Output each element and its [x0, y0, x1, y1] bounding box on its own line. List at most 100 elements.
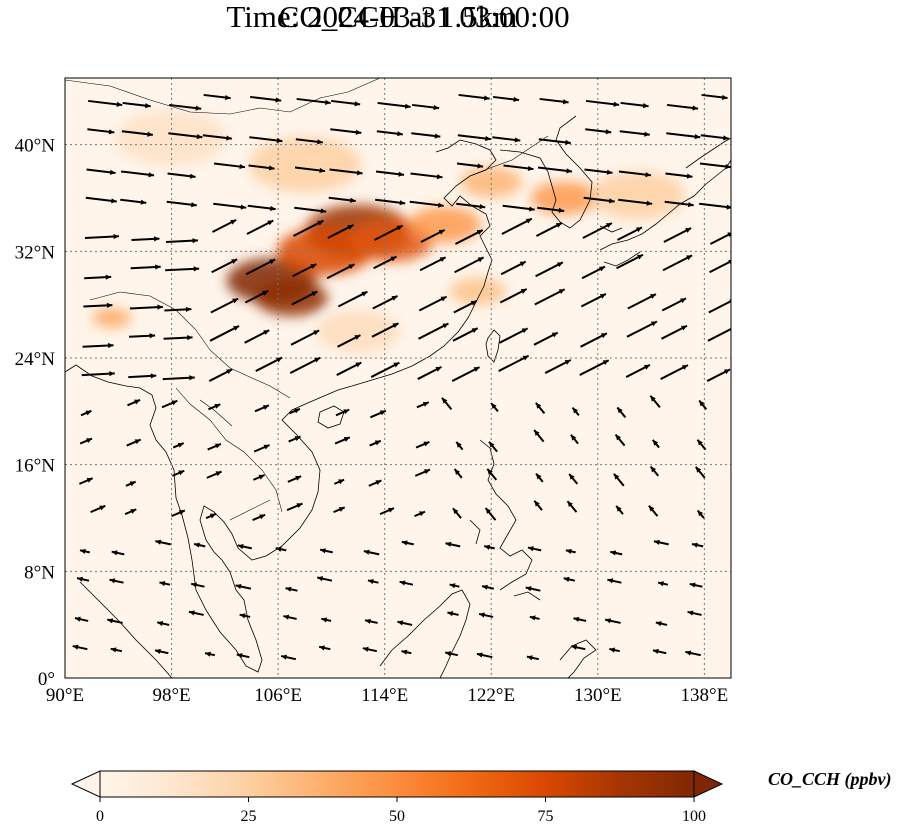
wind-arrow	[76, 576, 90, 582]
wind-arrow	[161, 399, 178, 409]
wind-arrow	[626, 320, 658, 338]
wind-arrow	[579, 359, 610, 376]
wind-arrow	[129, 333, 156, 339]
wind-arrow	[535, 261, 564, 278]
wind-arrow	[165, 238, 199, 244]
wind-arrow	[250, 95, 282, 103]
wind-arrow	[127, 399, 141, 407]
wind-arrow	[648, 505, 659, 517]
wind-arrow	[120, 170, 155, 178]
wind-arrow	[649, 395, 661, 408]
wind-arrow	[239, 613, 251, 619]
wind-arrow	[334, 436, 351, 445]
wind-arrow	[245, 258, 276, 276]
colorbar-tick-label: 50	[389, 808, 405, 825]
wind-arrow	[172, 442, 185, 449]
wind-arrow	[501, 217, 533, 235]
colorbar-tick-label: 75	[538, 808, 554, 825]
colorbar: 0 25 50 75 100	[70, 770, 724, 825]
wind-arrow	[290, 329, 320, 346]
wind-arrow	[329, 168, 363, 176]
wind-arrow	[129, 304, 163, 310]
wind-arrow	[657, 581, 669, 587]
wind-arrow	[544, 359, 572, 374]
wind-arrow	[414, 468, 431, 477]
wind-arrow	[171, 509, 186, 518]
wind-arrow	[337, 334, 361, 348]
wind-arrow	[411, 132, 441, 139]
wind-arrow	[584, 168, 613, 175]
wind-arrow	[486, 468, 498, 481]
wind-arrow	[124, 508, 137, 516]
wind-arrow	[362, 646, 378, 653]
map-frame	[64, 77, 732, 679]
wind-arrow	[246, 219, 274, 235]
lon-tick-label: 138°E	[681, 685, 729, 706]
wind-arrow	[248, 164, 275, 171]
wind-arrow	[244, 329, 270, 344]
wind-arrow	[409, 200, 444, 208]
wind-arrow	[583, 196, 615, 204]
wind-arrow	[204, 651, 216, 657]
wind-arrow	[275, 546, 287, 552]
wind-arrow	[609, 647, 620, 653]
wind-arrow	[131, 236, 160, 242]
wind-arrow	[454, 229, 484, 245]
wind-arrow	[535, 402, 546, 414]
plume-region	[460, 166, 523, 198]
plume-region	[316, 310, 401, 353]
wind-arrow	[488, 441, 498, 453]
wind-arrow	[280, 654, 297, 661]
wind-arrow	[700, 134, 729, 141]
wind-arrow	[419, 256, 447, 272]
longitude-axis: 90°E 98°E 106°E 114°E 122°E 130°E 138°E	[46, 685, 728, 706]
wind-arrow	[619, 130, 650, 137]
wind-arrow	[363, 549, 380, 556]
wind-arrow	[662, 254, 693, 272]
wind-arrow	[414, 510, 426, 518]
wind-arrow	[498, 354, 530, 372]
wind-arrow	[685, 650, 701, 657]
wind-arrow	[709, 232, 731, 245]
wind-arrow	[534, 288, 566, 306]
wind-arrow	[478, 612, 494, 618]
wind-arrow	[451, 366, 480, 382]
lat-tick-label: 24°N	[15, 349, 56, 370]
wind-arrow	[447, 611, 459, 617]
wind-arrow	[370, 361, 400, 378]
wind-arrow	[287, 475, 302, 483]
lon-tick-label: 98°E	[152, 685, 190, 706]
wind-arrow	[627, 293, 657, 310]
wind-arrow	[397, 620, 413, 626]
wind-arrow	[377, 101, 411, 109]
wind-arrow	[571, 407, 580, 416]
wind-arrow	[689, 582, 703, 588]
wind-arrow	[607, 578, 622, 584]
wind-arrow	[420, 228, 446, 243]
wind-arrow	[155, 539, 171, 546]
wind-arrow	[585, 128, 612, 135]
wind-arrow	[254, 404, 270, 413]
wind-arrow	[401, 649, 412, 655]
wind-arrow	[255, 356, 283, 372]
wind-arrow	[665, 172, 693, 179]
wind-arrow	[533, 331, 559, 346]
wind-arrow	[582, 222, 613, 239]
coastline-korea	[499, 115, 593, 229]
wind-arrow	[525, 586, 541, 592]
wind-arrow	[481, 584, 495, 590]
wind-arrow	[499, 327, 529, 344]
wind-arrow	[616, 253, 644, 270]
coastline-hainan	[317, 405, 345, 429]
wind-arrow	[581, 265, 606, 280]
wind-arrow	[247, 204, 276, 212]
wind-arrow	[476, 652, 493, 659]
wind-arrow	[288, 435, 301, 443]
wind-arrow	[651, 439, 660, 449]
wind-arrow	[85, 196, 117, 204]
wind-arrow	[210, 297, 239, 314]
wind-arrow	[285, 586, 298, 592]
wind-arrow	[211, 258, 238, 274]
lat-tick-label: 16°N	[15, 456, 56, 477]
wind-arrow	[483, 544, 495, 550]
